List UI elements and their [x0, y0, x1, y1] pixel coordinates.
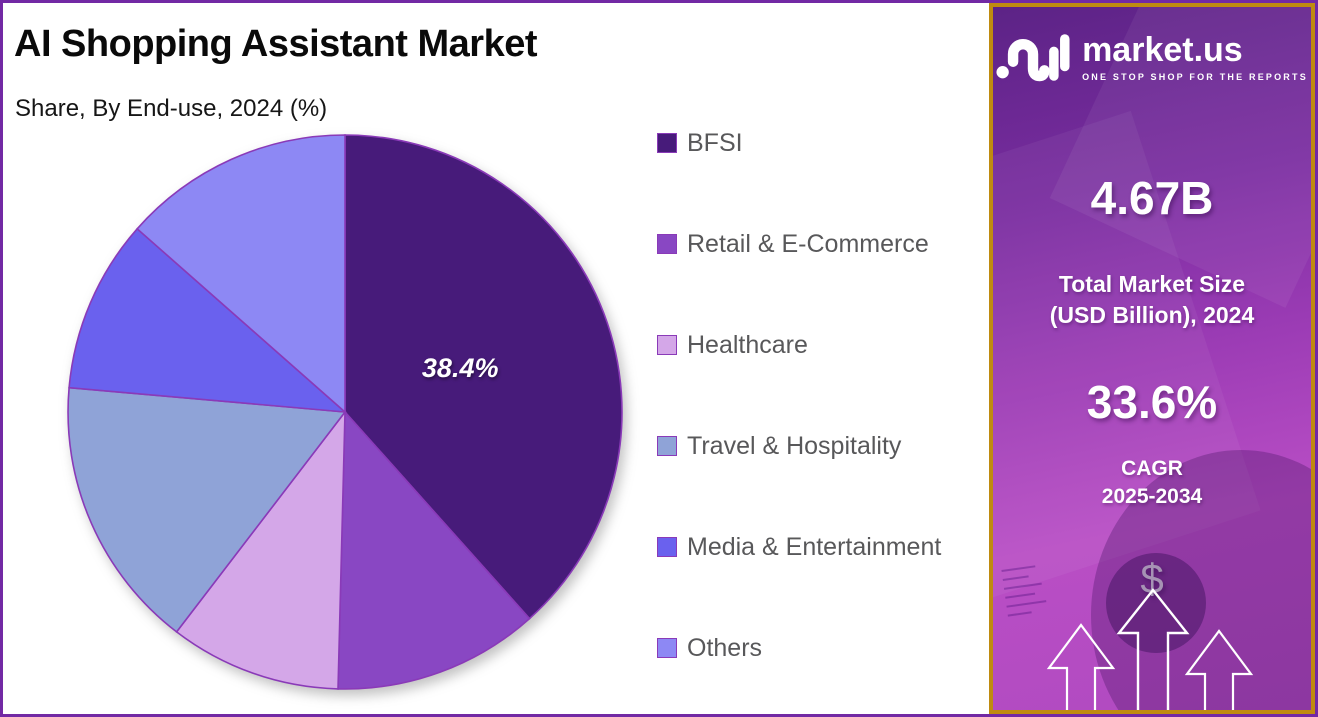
legend-item: Healthcare — [657, 331, 808, 359]
pie-slice-bfsi — [344, 134, 623, 620]
brand: market.us ONE STOP SHOP FOR THE REPORTS — [993, 31, 1311, 83]
chart-subtitle: Share, By End-use, 2024 (%) — [15, 95, 328, 122]
market-size-value: 4.67B — [1090, 172, 1214, 224]
pie-slice-travel-hospitality — [67, 386, 347, 634]
pie-slice-media-entertainment — [68, 227, 348, 414]
legend-swatch — [657, 335, 677, 355]
legend-swatch — [657, 638, 677, 658]
up-arrow-left — [1046, 623, 1116, 710]
cagr-label-line1: CAGR — [1121, 457, 1183, 480]
legend-item: Retail & E-Commerce — [657, 230, 929, 258]
page-title: AI Shopping Assistant Market — [14, 23, 538, 65]
pie-slice-others — [136, 134, 346, 414]
up-arrow-right — [1184, 629, 1254, 710]
cagr-value: 33.6% — [1086, 376, 1218, 428]
market-size-label: Total Market Size (USD Billion), 2024 — [993, 269, 1311, 331]
legend-item: BFSI — [657, 129, 743, 157]
up-arrow-middle — [1116, 588, 1190, 710]
coffee-cup-circle — [1106, 553, 1206, 653]
marketus-logo-icon — [996, 34, 1070, 82]
legend-swatch — [657, 234, 677, 254]
brand-text: market.us ONE STOP SHOP FOR THE REPORTS — [1082, 33, 1308, 82]
pie-slice-retail-e-commerce — [337, 409, 531, 690]
dollar-symbol: $ — [993, 555, 1311, 603]
legend-item: Media & Entertainment — [657, 533, 942, 561]
legend-item: Others — [657, 634, 763, 662]
legend-swatch — [657, 537, 677, 557]
cagr-label: CAGR 2025-2034 — [993, 455, 1311, 512]
legend: BFSI Retail & E-Commerce Healthcare Travel … — [657, 3, 987, 714]
brand-name: market.us — [1082, 30, 1243, 69]
market-size-label-line2: (USD Billion), 2024 — [1049, 302, 1255, 329]
legend-label: BFSI — [687, 129, 743, 157]
brand-tagline: ONE STOP SHOP FOR THE REPORTS — [1082, 71, 1308, 82]
legend-label: Media & Entertainment — [687, 533, 942, 561]
growth-arrows-graphic — [1046, 553, 1254, 710]
market-size-label-line1: Total Market Size — [1058, 271, 1246, 297]
pie-chart: 38.4% — [67, 134, 623, 690]
legend-label: Healthcare — [687, 331, 808, 359]
pie-slice-healthcare — [175, 409, 346, 690]
legend-label: Travel & Hospitality — [687, 432, 902, 460]
legend-swatch — [657, 133, 677, 153]
legend-label: Retail & E-Commerce — [687, 230, 929, 258]
legend-label: Others — [687, 634, 763, 662]
cagr-label-line2: 2025-2034 — [1101, 485, 1203, 509]
legend-item: Travel & Hospitality — [657, 432, 902, 460]
sidebar-panel: market.us ONE STOP SHOP FOR THE REPORTS … — [989, 3, 1315, 714]
legend-swatch — [657, 436, 677, 456]
pie-slice-value-label: 38.4% — [422, 353, 499, 383]
